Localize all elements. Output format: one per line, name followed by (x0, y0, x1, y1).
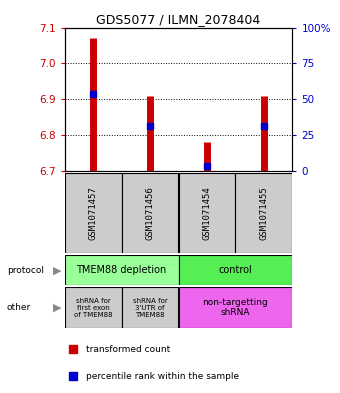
Text: GSM1071455: GSM1071455 (259, 186, 268, 240)
Text: TMEM88 depletion: TMEM88 depletion (76, 265, 167, 275)
Text: protocol: protocol (7, 266, 44, 275)
Text: non-targetting
shRNA: non-targetting shRNA (203, 298, 268, 317)
Bar (65, 255, 178, 285)
Text: ▶: ▶ (53, 302, 61, 312)
Text: GSM1071454: GSM1071454 (203, 186, 211, 240)
Bar (178, 287, 292, 328)
Bar (65, 173, 121, 253)
Text: GSM1071457: GSM1071457 (89, 186, 98, 240)
Bar (235, 173, 292, 253)
Text: GSM1071456: GSM1071456 (146, 186, 154, 240)
Bar (121, 287, 178, 328)
Text: percentile rank within the sample: percentile rank within the sample (86, 372, 239, 381)
Bar (121, 173, 178, 253)
Text: transformed count: transformed count (86, 345, 170, 354)
Text: shRNA for
first exon
of TMEM88: shRNA for first exon of TMEM88 (74, 298, 113, 318)
Text: other: other (7, 303, 31, 312)
Text: ▶: ▶ (53, 265, 61, 275)
Title: GDS5077 / ILMN_2078404: GDS5077 / ILMN_2078404 (96, 13, 261, 26)
Bar (65, 287, 121, 328)
Bar (178, 173, 235, 253)
Bar (178, 255, 292, 285)
Text: control: control (219, 265, 252, 275)
Text: shRNA for
3'UTR of
TMEM88: shRNA for 3'UTR of TMEM88 (133, 298, 167, 318)
